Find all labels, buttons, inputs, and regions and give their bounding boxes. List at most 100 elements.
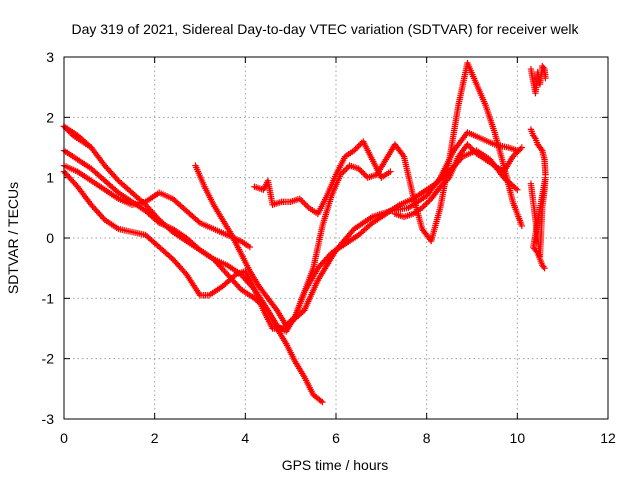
data-point bbox=[444, 175, 452, 183]
data-point bbox=[358, 168, 365, 175]
x-tick-label: 8 bbox=[423, 430, 431, 446]
y-axis-label: SDTVAR / TECUs bbox=[5, 182, 21, 294]
y-tick-label: -2 bbox=[42, 351, 55, 367]
data-point bbox=[468, 145, 476, 153]
y-tick-label: 2 bbox=[46, 109, 54, 125]
data-point bbox=[282, 322, 290, 329]
data-point bbox=[343, 165, 350, 172]
data-point bbox=[113, 188, 121, 195]
data-point bbox=[63, 126, 71, 133]
data-point bbox=[440, 180, 447, 187]
data-point bbox=[518, 222, 526, 230]
y-tick-label: -3 bbox=[42, 411, 55, 427]
data-point bbox=[288, 316, 296, 323]
x-tick-label: 10 bbox=[510, 430, 526, 446]
data-point bbox=[113, 175, 121, 183]
y-tick-label: -1 bbox=[42, 290, 55, 306]
data-point bbox=[356, 141, 364, 148]
x-tick-label: 0 bbox=[60, 430, 68, 446]
data-point bbox=[424, 198, 432, 205]
data-point bbox=[304, 203, 311, 210]
data-points bbox=[60, 59, 549, 406]
data-point bbox=[299, 198, 306, 205]
data-point bbox=[195, 218, 202, 225]
data-point bbox=[541, 264, 548, 272]
data-point bbox=[340, 168, 347, 175]
data-point bbox=[287, 317, 294, 325]
data-point bbox=[514, 186, 521, 193]
data-point bbox=[301, 200, 308, 207]
x-tick-label: 6 bbox=[332, 430, 340, 446]
series-6 bbox=[60, 123, 95, 151]
data-point bbox=[290, 314, 297, 322]
data-point bbox=[88, 144, 95, 151]
data-point bbox=[62, 124, 69, 132]
x-tick-label: 2 bbox=[151, 430, 159, 446]
data-point bbox=[423, 200, 430, 207]
data-point bbox=[542, 74, 549, 82]
data-point bbox=[441, 178, 448, 186]
data-point bbox=[367, 221, 374, 228]
data-point bbox=[298, 197, 305, 204]
data-point bbox=[284, 320, 291, 328]
data-point bbox=[540, 64, 547, 71]
data-point bbox=[68, 130, 75, 138]
data-point bbox=[418, 204, 426, 212]
data-point bbox=[360, 169, 367, 177]
data-point bbox=[285, 319, 293, 326]
data-point bbox=[517, 145, 524, 153]
data-point bbox=[154, 218, 161, 225]
data-point bbox=[421, 201, 429, 209]
series-3 bbox=[60, 147, 521, 335]
data-point bbox=[537, 145, 545, 153]
y-tick-label: 1 bbox=[46, 170, 54, 186]
data-point bbox=[511, 151, 518, 159]
data-point bbox=[470, 147, 477, 154]
data-point bbox=[302, 201, 309, 209]
data-point bbox=[515, 147, 523, 154]
series-11 bbox=[527, 174, 549, 272]
data-point bbox=[355, 142, 362, 150]
data-point bbox=[443, 177, 450, 184]
data-point bbox=[350, 147, 358, 154]
data-point bbox=[341, 166, 349, 174]
x-tick-label: 4 bbox=[241, 430, 249, 446]
plot-frame bbox=[63, 56, 609, 420]
series-10 bbox=[527, 126, 549, 178]
data-point bbox=[356, 166, 364, 174]
data-point bbox=[514, 148, 521, 156]
data-point bbox=[399, 151, 407, 159]
data-point bbox=[355, 165, 362, 172]
data-point bbox=[437, 183, 444, 190]
series-5 bbox=[60, 162, 254, 251]
y-tick-label: 0 bbox=[46, 230, 54, 246]
data-point bbox=[465, 142, 473, 150]
data-point bbox=[246, 243, 254, 251]
data-point bbox=[195, 245, 202, 252]
data-point bbox=[464, 141, 471, 148]
data-point bbox=[168, 254, 175, 261]
data-point bbox=[533, 248, 540, 255]
y-tick-label: 3 bbox=[46, 49, 54, 65]
series-9 bbox=[527, 62, 549, 97]
data-point bbox=[471, 148, 479, 156]
data-point bbox=[531, 133, 538, 141]
data-point bbox=[512, 150, 520, 157]
data-point bbox=[66, 129, 74, 136]
data-point bbox=[65, 127, 72, 135]
series-8 bbox=[391, 141, 526, 221]
x-tick-label: 12 bbox=[600, 430, 616, 446]
data-point bbox=[361, 171, 368, 178]
data-point bbox=[467, 144, 474, 151]
data-point bbox=[512, 185, 520, 192]
data-point bbox=[296, 195, 303, 202]
data-point bbox=[352, 145, 359, 153]
x-axis-label: GPS time / hours bbox=[282, 457, 389, 473]
chart-title: Day 319 of 2021, Sidereal Day-to-day VTE… bbox=[71, 21, 579, 37]
data-point bbox=[319, 398, 326, 406]
data-point bbox=[387, 168, 394, 175]
data-point bbox=[540, 263, 547, 270]
data-point bbox=[353, 144, 361, 151]
